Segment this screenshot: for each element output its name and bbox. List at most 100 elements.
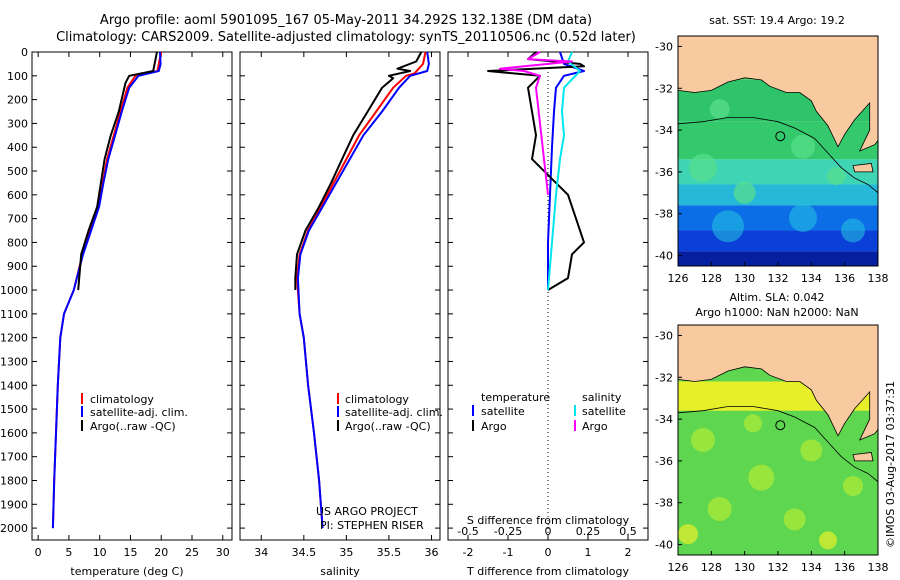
temperature-xlabel: temperature (deg C) [70,565,183,578]
sst-map: 126 128 130 132 134 136 138 -30 -32 -34 -36 -38 -40 [655,35,889,285]
map-y-tick-label: -38 [655,497,673,510]
shelf-contour [678,406,878,483]
y-tick-label: 1900 [0,498,28,511]
series-line-argo-raw-qc- [77,51,158,291]
map-x-tick-label: 132 [768,561,789,574]
top-tick-label: 0.25 [576,525,601,538]
sst-patch [791,134,815,159]
sla-patch [819,531,837,550]
map-x-tick-label: 130 [734,272,755,285]
y-tick-label: 100 [7,70,28,83]
sla-patch [843,476,863,496]
title-line-2: Climatology: CARS2009. Satellite-adjuste… [56,30,636,45]
x-tick-label: 20 [154,546,168,559]
x-tick-label: 25 [185,546,199,559]
legend-label-climatology: climatology [345,393,409,406]
legend-label-s-satellite: satellite [582,405,626,418]
x-tick-label: 10 [93,546,107,559]
top-tick-label: -0.25 [494,525,522,538]
map-x-tick-label: 130 [734,561,755,574]
series-line-salinity-satellite [547,51,581,291]
legend-heading-salinity: salinity [582,391,622,404]
y-tick-label: 1000 [0,284,28,297]
legend-label-s-argo: Argo [582,420,608,433]
shelf-contour [678,117,878,194]
legend-label-satellite: satellite-adj. clim. [345,406,443,419]
series-line-temperature-satellite [547,51,585,290]
island [852,163,874,173]
y-tick-label: 900 [7,260,28,273]
x-tick-label: 5 [65,546,72,559]
y-tick-label: 1600 [0,427,28,440]
y-tick-label: 1200 [0,332,28,345]
timestamp-stamp: ©IMOS 03-Aug-2017 03:37:31 [884,381,897,548]
legend-label-satellite: satellite-adj. clim. [90,406,188,419]
map-y-tick-label: -38 [655,208,673,221]
legend-label-t-argo: Argo [481,420,507,433]
map-x-tick-label: 132 [768,272,789,285]
top-tick-label: 0 [545,525,552,538]
map-x-tick-label: 138 [868,272,889,285]
legend-label-t-satellite: satellite [481,405,525,418]
y-tick-label: 1400 [0,379,28,392]
y-tick-label: 400 [7,141,28,154]
x-tick-label: 0 [545,546,552,559]
salinity-plot: 34 34.5 35 35.5 36 [240,51,440,559]
map-x-tick-label: 134 [801,561,822,574]
map-x-tick-label: 136 [834,272,855,285]
map-y-tick-label: -34 [655,124,673,137]
series-line-climatology [51,51,163,529]
sst-patch [841,218,865,243]
map-y-tick-label: -40 [655,539,673,552]
series-line-satellite-adj-clim- [296,51,430,529]
map-y-tick-label: -36 [655,166,673,179]
x-tick-label: 35.5 [377,546,402,559]
temperature-panel-frame [31,51,233,541]
argo-location-marker [775,131,786,142]
series-line-salinity-argo [499,51,573,195]
sst-band [678,251,878,266]
x-tick-label: 2 [625,546,632,559]
legend-label-climatology: climatology [90,393,154,406]
project-credit-line-2: PI: STEPHEN RISER [320,519,424,532]
difference-plot: -2 -1 0 1 2 -0.5 -0.25 0 0.25 0.5 [448,51,648,559]
sst-patch [827,167,846,186]
x-tick-label: 1 [585,546,592,559]
map-x-tick-label: 126 [668,272,689,285]
x-tick-label: 34.5 [292,546,317,559]
legend-heading-temperature: temperature [481,391,550,404]
x-tick-label: -1 [503,546,514,559]
sla-map: 126 128 130 132 134 136 138 -30 -32 -34 -36 -38 -40 [655,324,889,574]
land-mass [678,36,878,152]
sst-patch [709,99,730,120]
x-tick-label: 36 [424,546,438,559]
legend-label-argo: Argo(..raw -QC) [345,420,431,433]
series-line-satellite-adj-clim- [51,51,162,529]
sla-patch [691,428,715,452]
y-tick-label: 200 [7,94,28,107]
y-tick-label: 1700 [0,451,28,464]
sla-patch [800,439,823,462]
map2-subtitle: Argo h1000: NaN h2000: NaN [695,306,858,319]
top-tick-label: -0.5 [457,525,478,538]
sst-patch [712,210,744,243]
difference-legend-temperature: temperature satellite Argo [472,391,550,433]
map-y-tick-label: -40 [655,250,673,263]
map-body [678,36,878,266]
y-tick-label: 1100 [0,308,28,321]
map-y-tick-label: -32 [655,371,673,384]
title-line-1: Argo profile: aoml 5901095_167 05-May-20… [100,13,592,28]
series-line-argo-raw-qc- [294,51,423,290]
series-line-temperature-argo [487,51,585,291]
x-tick-label: 30 [216,546,230,559]
map-y-tick-label: -32 [655,82,673,95]
map-y-tick-label: -30 [655,329,673,342]
top-tick-label: 0.5 [619,525,637,538]
y-tick-label: 500 [7,165,28,178]
salinity-xlabel: salinity [320,565,360,578]
project-credit-line-1: US ARGO PROJECT [316,505,418,518]
map-x-tick-label: 134 [801,272,822,285]
map2-title: Altim. SLA: 0.042 [729,291,824,304]
temperature-plot: 0 5 10 15 20 25 300100200300400500600700800900… [0,46,232,559]
